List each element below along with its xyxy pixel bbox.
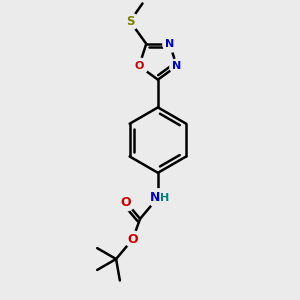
Text: H: H bbox=[160, 193, 170, 202]
Text: N: N bbox=[165, 39, 174, 49]
Text: O: O bbox=[134, 61, 144, 71]
Text: O: O bbox=[127, 233, 138, 246]
Text: N: N bbox=[150, 191, 160, 204]
Text: N: N bbox=[172, 61, 182, 71]
Text: S: S bbox=[126, 15, 134, 28]
Text: O: O bbox=[121, 196, 131, 208]
